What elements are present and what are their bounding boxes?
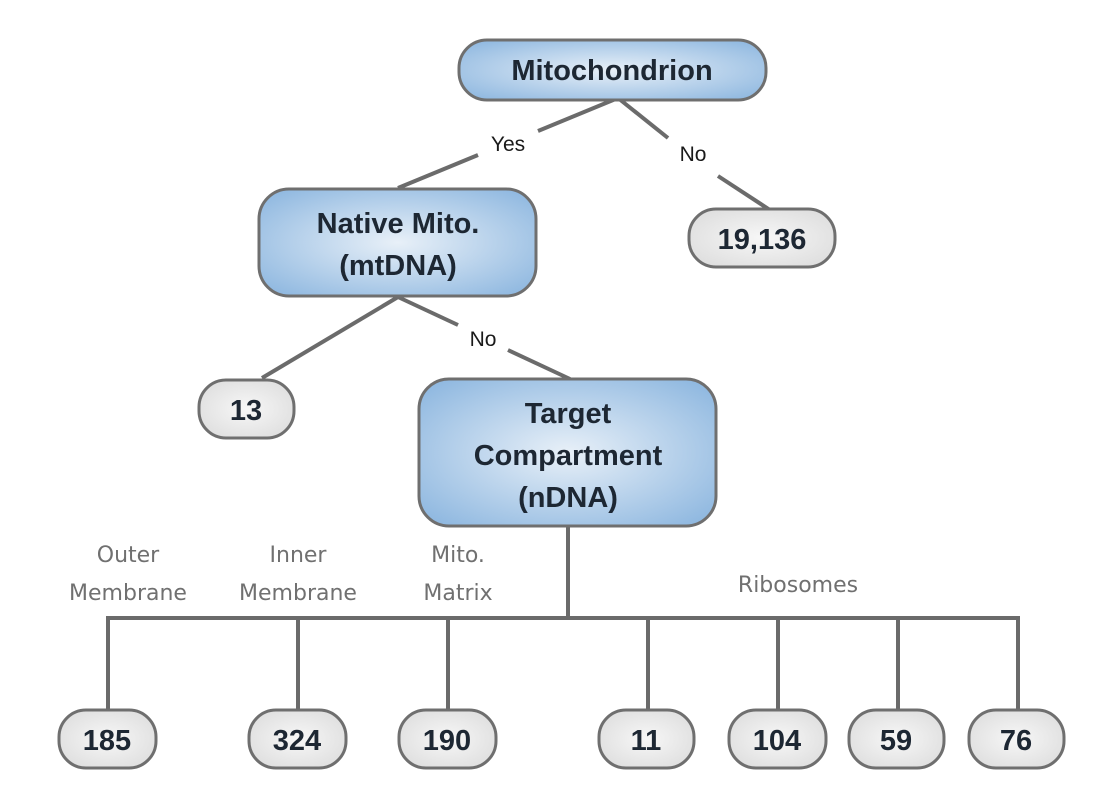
leaf-outer-membrane-value: 185 — [83, 725, 131, 757]
leaf-inner-membrane: 324 — [247, 708, 348, 770]
node-native-mito: Native Mito. (mtDNA) — [257, 187, 538, 298]
leaf-mtdna-value: 13 — [230, 395, 262, 427]
leaf-non-mito-value: 19,136 — [718, 224, 807, 256]
leaf-inner-membrane-box — [247, 708, 348, 770]
leaf-mtdna-box — [197, 378, 296, 440]
leaf-ribosomes-1: 11 — [597, 708, 696, 770]
leaf-ribosomes-3: 59 — [847, 708, 946, 770]
edge-native-no-lower — [507, 348, 571, 381]
edge-label-no-native: No — [470, 328, 497, 351]
node-target-compartment-box — [417, 377, 718, 528]
leaf-ribosomes-4-box — [967, 708, 1066, 770]
category-ribosomes: Ribosomes — [738, 573, 858, 598]
edge-label-no-root: No — [680, 143, 707, 166]
edges — [106, 96, 1020, 710]
leaf-mtdna: 13 — [197, 378, 296, 440]
node-native-mito-label-line1: Native Mito. — [317, 208, 480, 240]
node-native-mito-box — [257, 187, 538, 298]
edge-native-no-upper — [397, 295, 459, 327]
node-target-compartment-label-line3: (nDNA) — [518, 482, 618, 514]
category-inner-membrane-line2: Membrane — [239, 581, 357, 606]
edge-mito-yes-lower — [397, 153, 479, 190]
leaf-ribosomes-3-box — [847, 708, 946, 770]
node-target-compartment-label-line1: Target — [525, 398, 612, 430]
leaf-ribosomes-1-value: 11 — [631, 725, 662, 757]
edge-mito-yes-upper — [537, 96, 619, 133]
category-labels: Outer Membrane Inner Membrane Mito. Matr… — [69, 543, 858, 606]
leaf-ribosomes-3-value: 59 — [880, 725, 912, 757]
leaf-non-mito: 19,136 — [687, 207, 837, 269]
leaf-matrix-value: 190 — [423, 725, 471, 757]
leaf-ribosomes-4: 76 — [967, 708, 1066, 770]
node-mitochondrion-box — [457, 38, 768, 102]
node-mitochondrion-label: Mitochondrion — [511, 55, 712, 87]
leaf-ribosomes-1-box — [597, 708, 696, 770]
edge-mito-no-lower — [716, 174, 772, 212]
leaf-matrix: 190 — [397, 708, 498, 770]
leaf-ribosomes-2-box — [727, 708, 828, 770]
edge-native-to-13 — [260, 295, 400, 380]
node-native-mito-label-line2: (mtDNA) — [339, 250, 457, 282]
leaf-non-mito-box — [687, 207, 837, 269]
category-matrix-line2: Matrix — [423, 581, 492, 606]
node-target-compartment: Target Compartment (nDNA) — [417, 377, 718, 528]
leaf-inner-membrane-value: 324 — [273, 725, 321, 757]
category-inner-membrane-line1: Inner — [270, 543, 328, 568]
leaf-outer-membrane-box — [57, 708, 158, 770]
category-outer-membrane-line2: Membrane — [69, 581, 187, 606]
leaf-ribosomes-2-value: 104 — [753, 725, 801, 757]
leaf-ribosomes-4-value: 76 — [1000, 725, 1032, 757]
node-mitochondrion: Mitochondrion — [457, 38, 768, 102]
category-outer-membrane-line1: Outer — [97, 543, 160, 568]
node-target-compartment-label-line2: Compartment — [474, 440, 663, 472]
leaf-ribosomes-2: 104 — [727, 708, 828, 770]
category-matrix-line1: Mito. — [431, 543, 485, 568]
edge-mito-no-upper — [616, 96, 670, 140]
edge-label-yes: Yes — [491, 133, 525, 156]
leaf-matrix-box — [397, 708, 498, 770]
leaf-outer-membrane: 185 — [57, 708, 158, 770]
